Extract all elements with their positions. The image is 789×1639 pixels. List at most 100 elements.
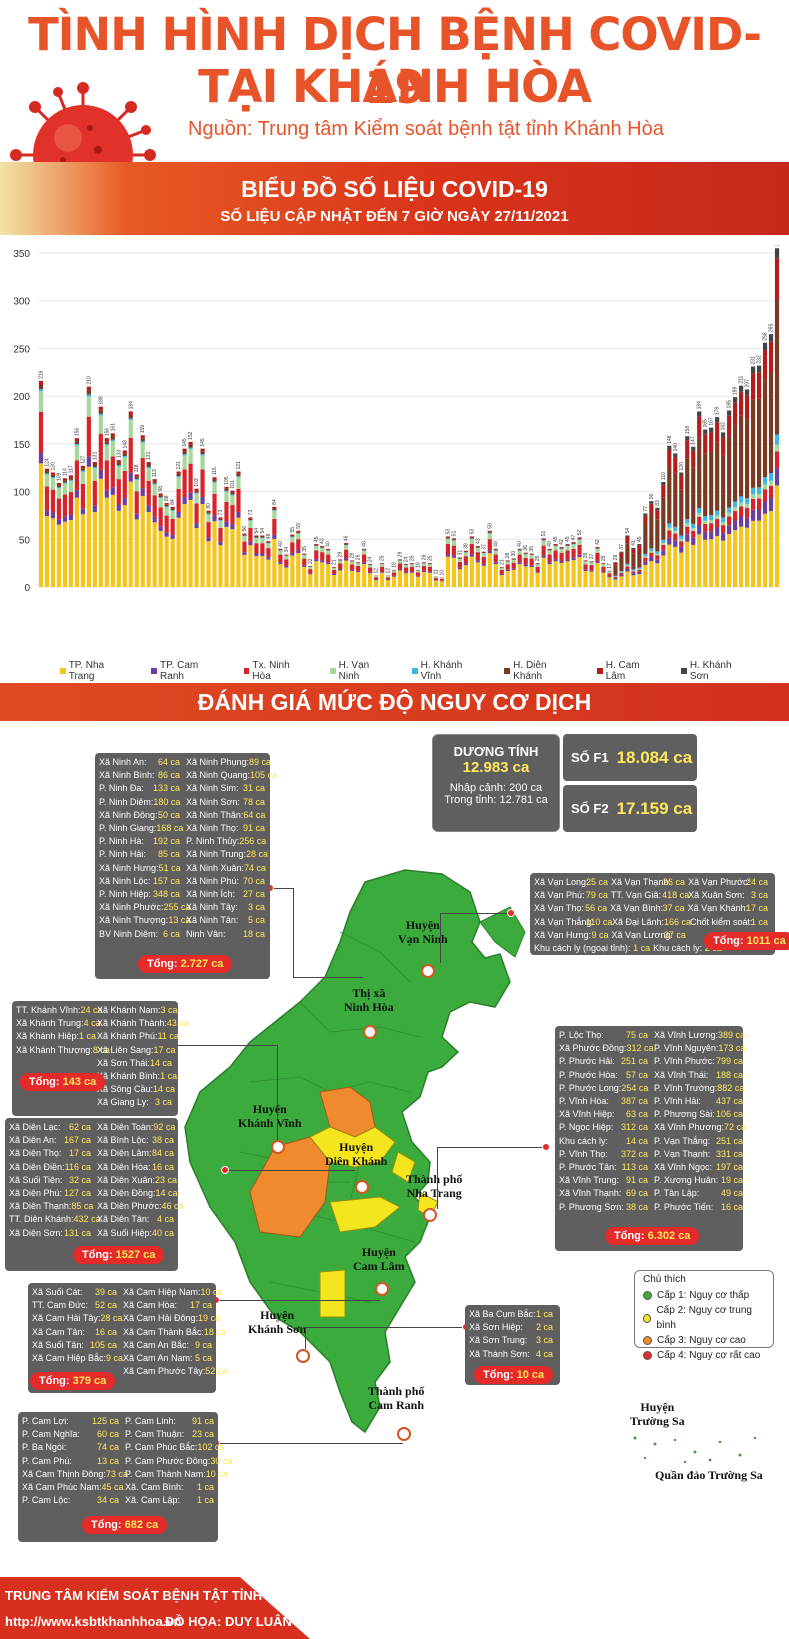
bar-segment (750, 509, 756, 521)
bar-segment (134, 513, 139, 520)
bar-segment (397, 559, 403, 560)
commune-name: Xã Vạn Khánh: (687, 903, 749, 914)
bar-segment (206, 522, 211, 538)
commune-name: Xã Cam Hải Tây: (32, 1313, 101, 1324)
legend-label: TP. Nha Trang (68, 660, 105, 682)
bar-segment (457, 567, 462, 570)
bar-segment (619, 572, 624, 575)
legend-entry: H. Vạn Ninh (329, 660, 390, 682)
bar-segment (86, 416, 91, 457)
bar-segment (541, 555, 546, 558)
bar-segment (565, 544, 570, 545)
bar-segment (242, 535, 247, 537)
bar-total-label: 145 (200, 438, 206, 447)
bar-segment (541, 538, 546, 540)
bar-segment (637, 568, 642, 570)
commune-row: Xã Cam Phước Tây: 52 ca (123, 1365, 227, 1378)
bar-total-label: 178 (715, 407, 721, 416)
bar-total-label: 26 (421, 554, 427, 560)
commune-name: P. Vĩnh Trường: (654, 1082, 718, 1093)
import-label: Nhập cảnh: (449, 782, 507, 794)
bar-segment (529, 554, 534, 555)
bar-segment (649, 548, 654, 551)
bar-segment (619, 574, 624, 577)
bar-segment (212, 521, 217, 587)
bar-segment (188, 449, 193, 464)
bar-total-label: 152 (188, 431, 194, 440)
commune-row: P. Vĩnh Phước: 799 ca (654, 1055, 746, 1068)
bar-segment (260, 535, 265, 537)
risk-banner-title: ĐÁNH GIÁ MỨC ĐỘ NGUY CƠ DỊCH (197, 689, 592, 715)
bar-segment (756, 520, 762, 587)
bar-segment (242, 536, 247, 542)
bar-segment (397, 559, 403, 561)
bar-segment (744, 504, 750, 508)
bar-segment (774, 248, 780, 259)
bar-segment (86, 394, 91, 397)
bar-segment (589, 562, 594, 566)
bar-segment (212, 515, 217, 522)
nha-trang-box: P. Lộc Thọ: 75 ca Xã Phước Đồng: 312 ca P. P… (555, 1026, 746, 1251)
bar-segment (487, 553, 492, 587)
bar-segment (565, 544, 570, 546)
bar-segment (152, 495, 157, 517)
commune-name: P. Phương Sơn: (559, 1201, 624, 1212)
commune-name: Xã Sơn Trung: (469, 1335, 528, 1346)
commune-cases: 4 ca (83, 1018, 101, 1029)
bar-segment (284, 554, 289, 556)
bar-segment (613, 562, 618, 563)
bar-segment (272, 538, 277, 587)
bar-segment (146, 464, 151, 467)
bar-segment (631, 571, 636, 574)
bar-segment (768, 480, 774, 486)
commune-row: Xã Cam An Bắc: 9 ca (123, 1339, 215, 1352)
bar-segment (589, 561, 594, 563)
commune-row: P. Ninh Hải: 85 ca (99, 848, 183, 861)
bar-segment (56, 485, 62, 488)
bar-segment (379, 566, 385, 572)
bar-segment (385, 577, 391, 580)
bar-segment (439, 577, 445, 579)
commune-row: Xã Vạn Phú: 79 ca TT. Vạn Giã: 418 ca Xã Xuâ… (534, 889, 771, 902)
bar-segment (128, 418, 133, 421)
bar-segment (637, 571, 642, 575)
bar-segment (296, 533, 301, 540)
bar-segment (667, 537, 672, 545)
bar-segment (302, 566, 307, 587)
bar-segment (152, 522, 157, 587)
bar-segment (679, 475, 684, 490)
bar-total-label: 51 (541, 531, 547, 537)
bar-segment (547, 549, 552, 551)
bar-total-label: 40 (326, 541, 332, 547)
commune-cases: 62 ca (68, 1122, 91, 1132)
bar-segment (643, 513, 648, 516)
bar-segment (433, 580, 439, 581)
bar-segment (475, 560, 480, 563)
bar-segment (350, 564, 355, 570)
bar-segment (140, 442, 145, 459)
bar-segment (601, 566, 606, 572)
commune-row: Xã Sơn Trung: 3 ca (469, 1334, 556, 1347)
bar-segment (679, 552, 684, 587)
bar-segment (50, 472, 56, 475)
positive-summary: DƯƠNG TÍNH 12.983 ca Nhập cảnh: 200 ca T… (432, 734, 560, 832)
bar-segment (559, 548, 564, 553)
bar-segment (661, 482, 666, 486)
bar-segment (188, 444, 193, 448)
footer-url[interactable]: http://www.ksbtkhanhhoa.vn (5, 1614, 182, 1629)
commune-cases: 10 ca (200, 1287, 223, 1297)
bar-total-label: 45 (565, 536, 571, 542)
bar-segment (56, 488, 62, 499)
commune-row: Xã Ninh An: 64 ca (99, 756, 183, 769)
ninh-hoa-total-label: Tổng: (147, 958, 178, 970)
commune-row: Xã Suối Tiên: 32 ca (9, 1174, 94, 1187)
bar-segment (164, 515, 169, 533)
commune-cases: 437 ca (715, 1096, 743, 1107)
bar-segment (703, 520, 708, 525)
bar-segment (774, 451, 780, 469)
bar-total-label: 88 (164, 495, 170, 501)
bar-segment (685, 541, 690, 587)
pin-cam-ranh (397, 1427, 411, 1441)
bar-segment (80, 470, 85, 472)
commune-name: Xã Khánh Hiệp: (16, 1031, 80, 1042)
